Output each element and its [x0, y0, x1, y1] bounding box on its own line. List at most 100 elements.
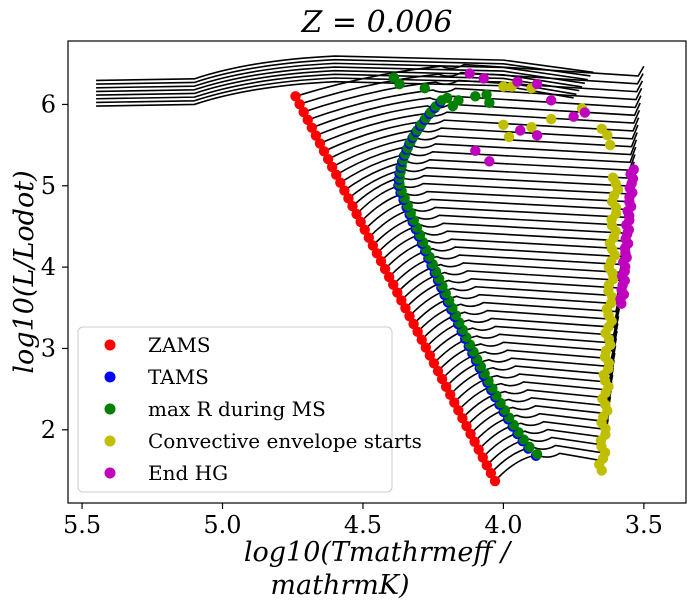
evolution-track	[388, 235, 628, 278]
max-r-point	[531, 448, 543, 460]
zams-point	[298, 106, 309, 118]
end-hg-point	[568, 111, 579, 122]
zams-point	[453, 405, 464, 416]
zams-point	[469, 436, 480, 447]
zams-point	[477, 452, 488, 463]
x-tick-label: 5.0	[203, 511, 241, 539]
conv-env-point	[545, 113, 557, 125]
evolution-track	[486, 411, 610, 466]
y-tick-label: 4	[41, 253, 56, 281]
marker-points	[290, 68, 639, 487]
y-tick-label: 3	[41, 334, 56, 362]
evolution-track	[461, 367, 615, 419]
evolution-track	[453, 352, 616, 404]
evolution-track	[384, 227, 629, 270]
legend-box	[77, 326, 393, 493]
zams-point	[473, 444, 484, 455]
zams-point	[359, 224, 370, 235]
zams-point	[367, 240, 379, 251]
end-hg-point	[484, 156, 495, 167]
zams-point	[322, 153, 334, 165]
zams-point	[331, 169, 342, 181]
zams-point	[302, 114, 313, 126]
y-tick-label: 2	[41, 416, 56, 444]
zams-point	[343, 193, 354, 204]
evolution-track	[449, 345, 617, 396]
evolutionary-tracks	[96, 55, 645, 482]
zams-point	[400, 303, 411, 314]
zams-point	[388, 279, 399, 290]
evolution-track	[404, 264, 625, 309]
chart-title: Z = 0.006	[301, 5, 453, 40]
evolution-track	[478, 396, 612, 451]
zams-point	[314, 138, 326, 149]
evolution-track	[96, 77, 577, 104]
legend-marker	[104, 339, 116, 351]
zams-point	[428, 358, 440, 369]
legend-label: End HG	[148, 461, 228, 485]
x-tick-label: 4.5	[344, 511, 382, 539]
end-hg-point	[515, 125, 526, 136]
end-hg-point	[512, 76, 523, 87]
zams-point	[347, 201, 358, 212]
legend-label: TAMS	[148, 365, 209, 389]
max-r-point	[524, 441, 535, 453]
zams-point	[290, 91, 301, 102]
end-hg-point	[464, 68, 475, 79]
zams-point	[489, 475, 501, 487]
zams-point	[440, 381, 452, 393]
evolution-track	[457, 360, 615, 411]
evolution-track	[482, 404, 611, 459]
zams-point	[461, 420, 472, 432]
evolution-track	[433, 316, 620, 364]
evolution-track	[445, 338, 618, 388]
x-axis-label-line2: mathrmK)	[270, 570, 409, 601]
evolution-track	[307, 87, 643, 121]
zams-point	[318, 146, 330, 157]
evolution-track	[474, 389, 612, 443]
evolution-track	[421, 294, 622, 341]
zams-point	[375, 255, 387, 267]
legend-marker	[104, 403, 116, 415]
zams-point	[485, 467, 497, 479]
evolution-track	[417, 286, 623, 333]
zams-point	[420, 342, 431, 353]
evolution-track	[425, 301, 621, 349]
conv-env-point	[498, 81, 509, 92]
legend-marker	[104, 467, 116, 479]
zams-point	[465, 428, 476, 440]
x-axis-label-line1: log10(Tmathrmeff /	[244, 537, 513, 568]
zams-point	[449, 397, 460, 408]
legend-marker	[104, 435, 116, 447]
zams-point	[412, 326, 423, 338]
zams-point	[363, 232, 375, 243]
y-axis: 2 3 4 5 6	[41, 90, 68, 444]
legend-label: ZAMS	[148, 333, 211, 357]
max-r-point	[481, 89, 492, 100]
end-hg-point	[531, 78, 543, 90]
zams-point	[457, 413, 468, 424]
zams-point	[355, 216, 366, 228]
end-hg-point	[579, 107, 591, 118]
evolution-track	[96, 80, 574, 107]
zams-point	[432, 365, 444, 377]
evolution-track	[96, 62, 588, 89]
zams-point	[416, 334, 427, 345]
end-hg-point	[531, 130, 543, 141]
zams-point	[335, 177, 346, 188]
zams-point	[424, 350, 436, 361]
zams-point	[481, 460, 493, 471]
evolution-track	[429, 308, 621, 356]
zams-point	[306, 122, 318, 133]
zams-point	[326, 161, 338, 173]
evolution-track	[412, 279, 624, 325]
conv-env-point	[604, 139, 616, 151]
end-hg-point	[478, 73, 489, 84]
zams-point	[392, 287, 403, 298]
max-r-point	[447, 100, 459, 112]
evolution-track	[96, 58, 591, 85]
conv-env-point	[503, 131, 515, 143]
x-tick-label: 5.5	[63, 511, 101, 539]
zams-point	[339, 185, 350, 196]
